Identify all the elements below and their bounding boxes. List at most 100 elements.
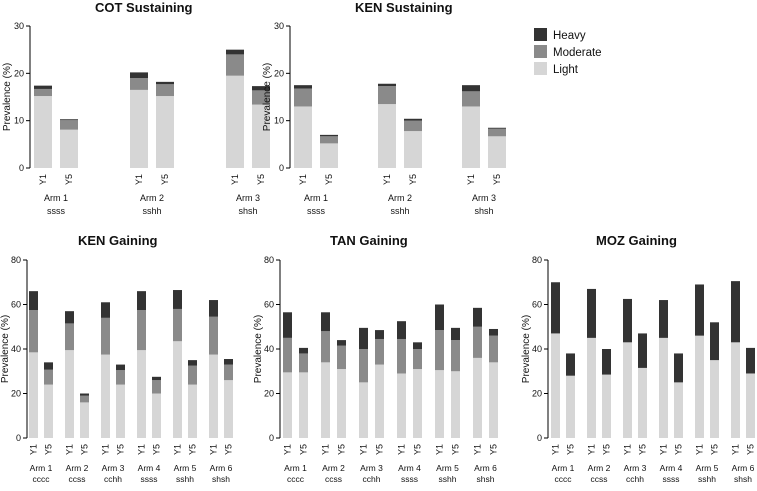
bar-segment-heavy [337, 340, 346, 346]
y-axis-label: Prevalence (%) [2, 63, 13, 131]
bar-segment-heavy [188, 360, 197, 366]
x-tick-label: Y5 [451, 444, 461, 455]
bar-segment-moderate [299, 353, 308, 373]
chart-title: KEN Sustaining [355, 0, 453, 15]
bar-segment-light [294, 106, 312, 168]
bar-segment-heavy [137, 291, 146, 311]
bar-segment-heavy [321, 312, 330, 332]
bar-segment-moderate [224, 364, 233, 381]
bar-segment-heavy [156, 81, 174, 85]
arm-label: Arm 1 [304, 193, 328, 203]
arm-code-label: sshh [439, 474, 457, 484]
bar-segment-light [674, 382, 683, 438]
x-tick-label: Y1 [321, 444, 331, 455]
bar-segment-heavy [602, 349, 611, 375]
arm-label: Arm 1 [552, 463, 575, 473]
x-tick-label: Y1 [65, 444, 75, 455]
bar-segment-heavy [34, 85, 52, 89]
y-tick-label: 0 [269, 433, 274, 443]
x-tick-label: Y5 [337, 444, 347, 455]
x-tick-label: Y1 [101, 444, 111, 455]
arm-code-label: cchh [104, 474, 122, 484]
y-tick-label: 60 [264, 300, 274, 310]
bar-segment-moderate [488, 128, 506, 137]
chart-panel-tan-gaining: TAN Gaining 0 20 40 60 80 Prevalence (%) Y1 Y5 Ar… [253, 233, 499, 484]
bar-segment-light [413, 369, 422, 438]
arm-code-label: ccss [69, 474, 86, 484]
bar-segment-light [188, 384, 197, 438]
bar-segment-moderate [60, 120, 78, 130]
bar-segment-heavy [173, 290, 182, 309]
arm-code-label: ssss [141, 474, 158, 484]
arm-label: Arm 2 [388, 193, 412, 203]
bar-segment-heavy [746, 347, 755, 374]
bar-segment-light [137, 350, 146, 438]
bar-segment-moderate [413, 349, 422, 370]
arm-code-label: shsh [238, 206, 257, 216]
bar-segment-light [551, 333, 560, 438]
y-tick-label: 20 [532, 389, 542, 399]
y-tick-label: 80 [11, 255, 21, 265]
arm-code-label: sshh [176, 474, 194, 484]
bar-segment-heavy [404, 118, 422, 121]
bar-segment-heavy [116, 364, 125, 371]
arm-code-label: shsh [474, 206, 493, 216]
bar-segment-heavy [224, 359, 233, 365]
bar-segment-light [34, 96, 52, 168]
arm-label: Arm 5 [174, 463, 197, 473]
x-tick-label: Y5 [566, 444, 576, 455]
arm-code-label: ssss [307, 206, 326, 216]
bar-segment-moderate [156, 84, 174, 97]
bar-segment-heavy [623, 298, 632, 343]
bar-segment-heavy [731, 281, 740, 343]
arm-label: Arm 6 [474, 463, 497, 473]
legend: Heavy Moderate Light [534, 28, 602, 76]
arm-label: Arm 6 [732, 463, 755, 473]
x-tick-label: Y1 [695, 444, 705, 455]
x-tick-label: Y1 [659, 444, 669, 455]
bar-segment-moderate [283, 337, 292, 373]
x-tick-label: Y1 [134, 174, 144, 185]
bar-segment-heavy [80, 393, 89, 396]
bar-segment-moderate [359, 349, 368, 383]
x-tick-label: Y5 [160, 174, 170, 185]
bar-segment-heavy [252, 86, 270, 91]
x-tick-label: Y5 [188, 444, 198, 455]
bar-segment-moderate [44, 369, 53, 385]
x-tick-label: Y5 [674, 444, 684, 455]
bar-segment-light [44, 384, 53, 438]
bar-segment-light [602, 374, 611, 438]
arm-label: Arm 1 [44, 193, 68, 203]
bar-segment-light [320, 143, 338, 168]
arm-label: Arm 2 [66, 463, 89, 473]
arm-code-label: ccss [325, 474, 342, 484]
bar-segment-light [224, 380, 233, 438]
arm-code-label: ccss [591, 474, 608, 484]
arm-label: Arm 3 [102, 463, 125, 473]
bar-segment-heavy [674, 353, 683, 383]
x-tick-label: Y5 [489, 444, 499, 455]
chart-title: TAN Gaining [330, 233, 408, 248]
x-tick-label: Y5 [299, 444, 309, 455]
bar-segment-heavy [413, 342, 422, 349]
bar-segment-moderate [226, 54, 244, 76]
bar-segment-light [397, 373, 406, 438]
y-tick-label: 20 [14, 68, 24, 78]
bar-segment-heavy [462, 85, 480, 92]
bar-segment-light [337, 369, 346, 438]
x-tick-label: Y1 [230, 174, 240, 185]
arm-code-label: ssss [47, 206, 66, 216]
bar-segment-heavy [44, 362, 53, 370]
bar-segment-heavy [710, 322, 719, 361]
bar-segment-light [710, 360, 719, 438]
arm-label: Arm 3 [236, 193, 260, 203]
chart-title: COT Sustaining [95, 0, 193, 15]
bar-segment-heavy [226, 49, 244, 55]
y-tick-label: 10 [274, 116, 284, 126]
chart-panel-cot-sustaining: COT Sustaining 0 10 20 30 Prevalence (%) Y1 Y5 A… [2, 0, 270, 216]
x-tick-label: Y1 [298, 174, 308, 185]
bar-segment-moderate [173, 308, 182, 342]
y-tick-label: 0 [19, 163, 24, 173]
